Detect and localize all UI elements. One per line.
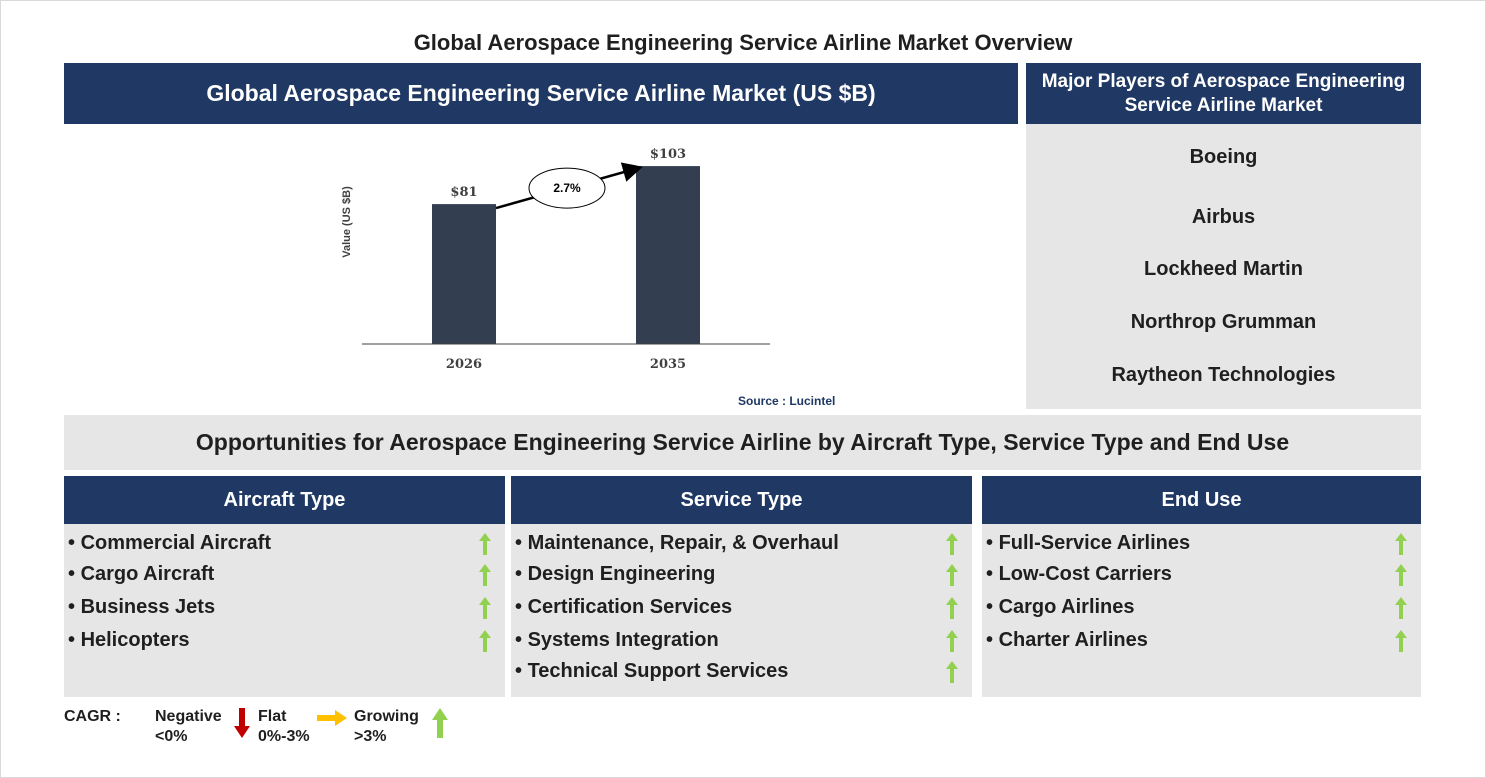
segment-item: • Design Engineering — [515, 563, 715, 586]
growth-up-arrow-icon — [946, 630, 958, 652]
players-header: Major Players of Aerospace Engineering S… — [1026, 63, 1421, 124]
bullet-icon: • — [986, 629, 999, 651]
segment-item-label: Systems Integration — [527, 629, 719, 651]
segment-item-label: Business Jets — [80, 596, 216, 618]
legend-growing-label: Growing >3% — [354, 707, 419, 747]
legend-flat-range: 0%-3% — [258, 728, 310, 745]
bullet-icon: • — [515, 563, 528, 585]
legend-growing-text: Growing — [354, 708, 419, 725]
growth-up-arrow-icon — [1395, 597, 1407, 619]
down-arrow-icon — [234, 708, 250, 738]
segment-item: • Maintenance, Repair, & Overhaul — [515, 532, 839, 555]
legend-cagr-label: CAGR : — [64, 708, 121, 725]
segment-panel-aircraft-type: • Commercial Aircraft • Cargo Aircraft • B… — [64, 524, 505, 697]
legend-negative-range: <0% — [155, 728, 188, 745]
bar-value-label: $81 — [450, 185, 477, 200]
bullet-icon: • — [515, 660, 528, 682]
market-bar-chart: Value (US $B) $81 2026 $103 2035 2.7% — [341, 147, 770, 372]
bullet-icon: • — [515, 532, 528, 554]
x-tick-label: 2035 — [650, 357, 686, 372]
up-arrow-icon — [432, 708, 448, 738]
bullet-icon: • — [515, 629, 528, 651]
growth-up-arrow-icon — [1395, 630, 1407, 652]
legend-negative-label: Negative <0% — [155, 707, 222, 747]
segment-item-label: Technical Support Services — [527, 660, 789, 682]
segment-item: • Certification Services — [515, 596, 732, 619]
bar-2026 — [432, 204, 496, 344]
growth-up-arrow-icon — [479, 630, 491, 652]
bullet-icon: • — [68, 629, 81, 651]
growth-up-arrow-icon — [946, 597, 958, 619]
segment-header-end-use: End Use — [982, 476, 1421, 524]
segment-item: • Full-Service Airlines — [986, 532, 1190, 555]
bullet-icon: • — [68, 563, 81, 585]
cagr-ellipse — [528, 167, 606, 209]
segment-item-label: Charter Airlines — [998, 629, 1148, 651]
bullet-icon: • — [986, 532, 999, 554]
segment-header-aircraft-type: Aircraft Type — [64, 476, 505, 524]
segment-item-label: Helicopters — [80, 629, 190, 651]
segment-item: • Systems Integration — [515, 629, 719, 652]
legend-flat-text: Flat — [258, 708, 287, 725]
source-note: Source : Lucintel — [738, 394, 836, 408]
growth-up-arrow-icon — [946, 661, 958, 683]
segment-item-label: Design Engineering — [527, 563, 716, 585]
cagr-annotation: 2.7% — [553, 181, 581, 195]
player-airbus: Airbus — [1191, 206, 1256, 228]
segment-item: • Helicopters — [68, 629, 190, 652]
growth-up-arrow-icon — [946, 533, 958, 555]
bullet-icon: • — [68, 532, 81, 554]
segment-item-label: Commercial Aircraft — [80, 532, 272, 554]
legend-growing-range: >3% — [354, 728, 387, 745]
page-title: Global Aerospace Engineering Service Air… — [413, 30, 1073, 55]
segment-item-label: Certification Services — [527, 596, 733, 618]
player-northrop-grumman: Northrop Grumman — [1130, 311, 1317, 333]
player-raytheon-technologies: Raytheon Technologies — [1111, 364, 1336, 386]
segment-item: • Cargo Airlines — [986, 596, 1135, 619]
growth-up-arrow-icon — [479, 533, 491, 555]
segment-item: • Low-Cost Carriers — [986, 563, 1172, 586]
bullet-icon: • — [986, 563, 999, 585]
growth-up-arrow-icon — [946, 564, 958, 586]
segment-panel-end-use: • Full-Service Airlines • Low-Cost Carrie… — [982, 524, 1421, 697]
segment-item: • Business Jets — [68, 596, 215, 619]
segment-item: • Commercial Aircraft — [68, 532, 271, 555]
x-tick-label: 2026 — [446, 357, 482, 372]
bullet-icon: • — [986, 596, 999, 618]
bullet-icon: • — [68, 596, 81, 618]
legend-negative-text: Negative — [155, 708, 222, 725]
right-arrow-icon — [317, 710, 347, 726]
segment-panel-service-type: • Maintenance, Repair, & Overhaul • Desig… — [511, 524, 972, 697]
segment-item: • Technical Support Services — [515, 660, 788, 683]
bar-value-label: $103 — [650, 147, 686, 162]
segment-item: • Cargo Aircraft — [68, 563, 214, 586]
segment-header-service-type: Service Type — [511, 476, 972, 524]
segment-item: • Charter Airlines — [986, 629, 1148, 652]
players-panel: Boeing Airbus Lockheed Martin Northrop G… — [1026, 124, 1421, 409]
y-axis-label: Value (US $B) — [341, 186, 353, 258]
segment-item-label: Maintenance, Repair, & Overhaul — [527, 532, 839, 554]
growth-up-arrow-icon — [479, 597, 491, 619]
player-boeing: Boeing — [1189, 146, 1258, 168]
bar-2035 — [636, 166, 700, 344]
segment-item-label: Full-Service Airlines — [998, 532, 1191, 554]
chart-header: Global Aerospace Engineering Service Air… — [64, 63, 1018, 124]
segment-item-label: Cargo Aircraft — [80, 563, 215, 585]
bullet-icon: • — [515, 596, 528, 618]
growth-up-arrow-icon — [1395, 564, 1407, 586]
opportunities-header: Opportunities for Aerospace Engineering … — [64, 415, 1421, 470]
growth-up-arrow-icon — [1395, 533, 1407, 555]
segment-item-label: Cargo Airlines — [998, 596, 1135, 618]
player-lockheed-martin: Lockheed Martin — [1144, 258, 1303, 280]
segment-item-label: Low-Cost Carriers — [998, 563, 1172, 585]
growth-up-arrow-icon — [479, 564, 491, 586]
legend-flat-label: Flat 0%-3% — [258, 707, 310, 747]
